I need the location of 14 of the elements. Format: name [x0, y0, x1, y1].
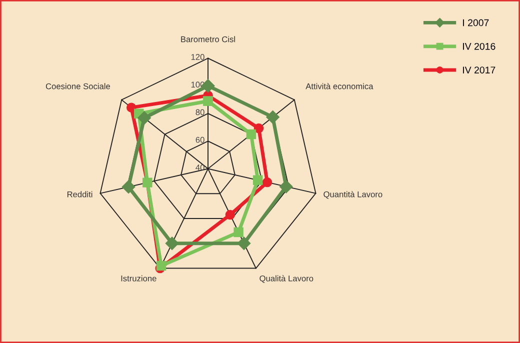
- y-tick-label: 120: [191, 54, 204, 60]
- legend-label: IV 2017: [463, 66, 496, 74]
- y-tick-label: 60: [196, 136, 204, 143]
- spoke-label: Quantità Lavoro: [324, 191, 382, 199]
- legend-label: IV 2016: [463, 42, 496, 50]
- legend-label: I 2007: [463, 19, 489, 26]
- y-tick-label: 40: [196, 164, 204, 170]
- y-tick-label: 80: [196, 109, 204, 116]
- spoke-label: Attività economica: [306, 83, 374, 90]
- spoke-label: Istruzione: [121, 275, 156, 282]
- spoke-label: Redditi: [67, 191, 92, 198]
- spoke-label: Coesione Sociale: [46, 83, 110, 90]
- spoke-label: Barometro Cisl: [181, 36, 235, 42]
- spoke-label: Qualità Lavoro: [260, 275, 314, 283]
